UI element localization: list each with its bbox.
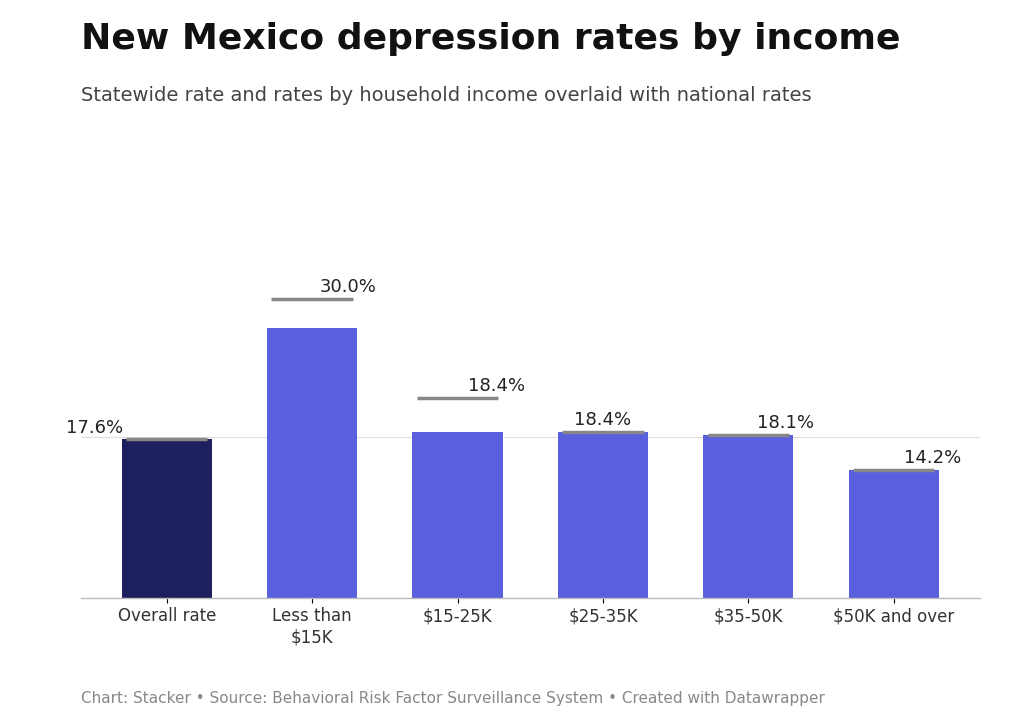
Bar: [267, 328, 358, 598]
Text: 17.6%: 17.6%: [66, 419, 123, 437]
Bar: [703, 435, 794, 598]
Bar: [558, 432, 648, 598]
Text: 18.4%: 18.4%: [468, 377, 525, 395]
Text: New Mexico depression rates by income: New Mexico depression rates by income: [81, 22, 900, 55]
Text: 18.4%: 18.4%: [575, 411, 631, 429]
Bar: [412, 432, 503, 598]
Bar: [848, 470, 939, 598]
Text: 30.0%: 30.0%: [319, 278, 377, 296]
Text: Statewide rate and rates by household income overlaid with national rates: Statewide rate and rates by household in…: [81, 86, 811, 105]
Text: 14.2%: 14.2%: [904, 449, 962, 467]
Text: Chart: Stacker • Source: Behavioral Risk Factor Surveillance System • Created wi: Chart: Stacker • Source: Behavioral Risk…: [81, 690, 825, 706]
Text: 18.1%: 18.1%: [758, 414, 814, 432]
Bar: [121, 439, 212, 598]
